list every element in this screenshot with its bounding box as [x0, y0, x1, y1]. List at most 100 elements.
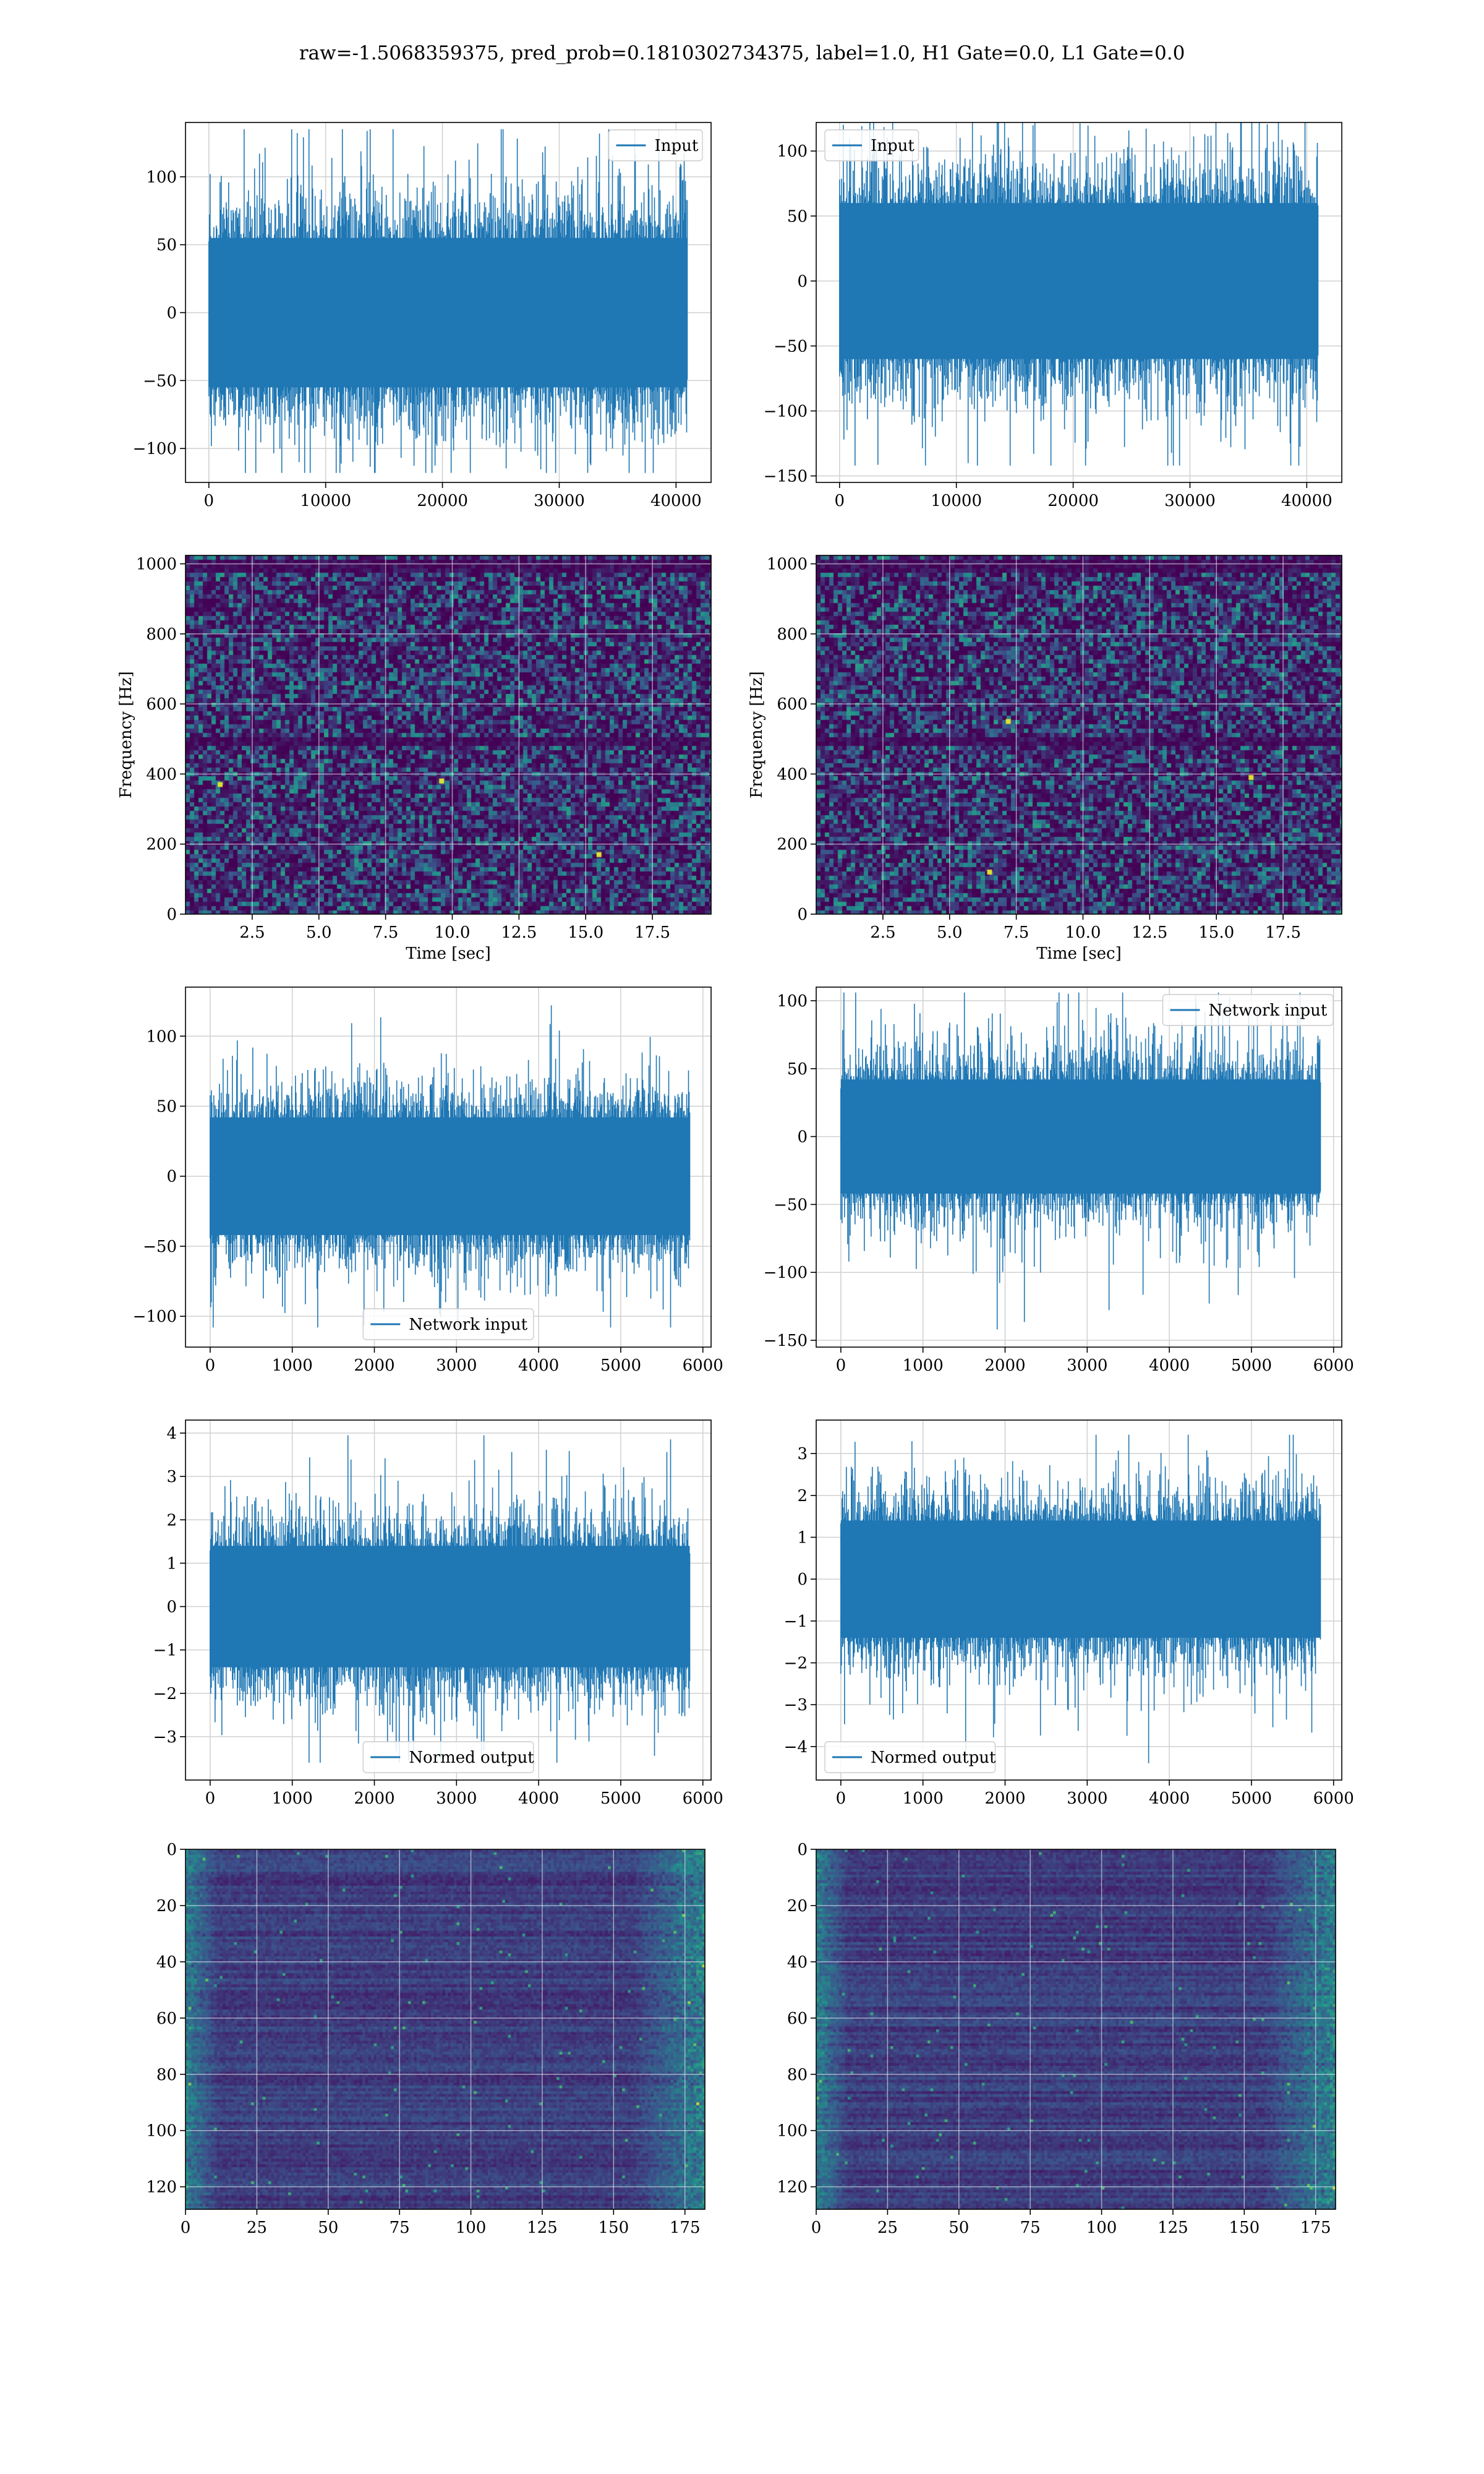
- panel-h1-input: 0 10000 20000 30000 40000 −100 −50 0 50 100 Input: [133, 122, 712, 510]
- y-tick-label: −100: [764, 402, 808, 421]
- axes-frame: [816, 1849, 1336, 2210]
- x-tick-label: 3000: [1067, 1356, 1107, 1375]
- panel-l1-normed-output: 0 1000 2000 3000 4000 5000 6000 −4 −3 −2 −1 0 1 2 3 Nor…: [784, 1419, 1354, 1808]
- legend-frame: [1162, 994, 1334, 1026]
- x-tick-label: 3000: [436, 1789, 477, 1808]
- y-tick-label: 400: [146, 765, 177, 784]
- x-tick-label: 6000: [683, 1356, 723, 1375]
- x-tick-label: 4000: [1149, 1789, 1190, 1808]
- y-tick-label: 0: [166, 905, 177, 924]
- axes-frame: [185, 122, 712, 483]
- x-tick-label: 6000: [683, 1789, 723, 1808]
- x-tick-label: 7.5: [1004, 923, 1029, 942]
- x-tick-label: 150: [1229, 2219, 1260, 2237]
- x-tick-label: 0: [204, 492, 215, 510]
- x-tick-label: 17.5: [1265, 923, 1301, 942]
- x-tick-label: 5.0: [306, 923, 331, 942]
- x-tick-label: 0: [205, 1789, 216, 1808]
- y-tick-label: 50: [156, 236, 177, 255]
- y-tick-label: −100: [133, 1308, 177, 1326]
- x-tick-label: 6000: [1313, 1356, 1354, 1375]
- heatmap-image: [816, 555, 1342, 914]
- x-tick-label: 0: [836, 1356, 846, 1375]
- x-tick-label: 75: [1020, 2219, 1041, 2237]
- x-tick-label: 1000: [903, 1789, 944, 1808]
- x-tick-label: 1000: [272, 1356, 313, 1375]
- x-tick-label: 1000: [903, 1356, 944, 1375]
- y-tick-label: 0: [797, 272, 808, 291]
- y-tick-label: 3: [797, 1445, 808, 1463]
- x-tick-label: 2000: [354, 1789, 394, 1808]
- y-tick-label: 100: [146, 1027, 177, 1046]
- y-tick-label: 3: [166, 1468, 177, 1486]
- x-tick-label: 5.0: [937, 923, 962, 942]
- y-tick-label: −100: [764, 1264, 808, 1282]
- x-tick-label: 4000: [518, 1356, 559, 1375]
- x-tick-label: 15.0: [568, 923, 603, 942]
- series-body: [208, 238, 688, 388]
- y-tick-label: −1: [784, 1612, 808, 1631]
- x-tick-label: 5000: [600, 1356, 641, 1375]
- x-tick-label: 6000: [1313, 1789, 1354, 1808]
- x-tick-label: 3000: [1067, 1789, 1107, 1808]
- y-tick-label: −150: [764, 1332, 808, 1350]
- y-tick-label: 0: [797, 1128, 808, 1147]
- y-tick-label: −2: [153, 1685, 177, 1703]
- axes-frame: [816, 122, 1342, 483]
- panel-l1-feature-map: 0 25 50 75 100 125 150 175 0 20 40 60 80 100 120: [777, 1841, 1336, 2237]
- legend-label: Network input: [1209, 1001, 1328, 1020]
- x-tick-label: 12.5: [1132, 923, 1167, 942]
- y-tick-label: 800: [777, 625, 808, 644]
- series-body: [840, 1079, 1321, 1194]
- x-tick-label: 2.5: [239, 923, 265, 942]
- y-tick-label: −3: [784, 1696, 808, 1714]
- x-tick-label: 1000: [272, 1789, 313, 1808]
- panel-l1-network-input: 0 1000 2000 3000 4000 5000 6000 −150 −100 −50 0 50 1…: [764, 987, 1354, 1375]
- x-tick-label: 50: [949, 2219, 969, 2237]
- x-tick-label: 75: [390, 2219, 410, 2237]
- x-tick-label: 10.0: [1065, 923, 1101, 942]
- x-tick-label: 100: [1086, 2219, 1117, 2237]
- x-axis-label: Time [sec]: [406, 944, 491, 963]
- legend-label: Input: [655, 137, 699, 155]
- x-tick-label: 0: [835, 492, 845, 510]
- y-tick-label: 4: [166, 1424, 177, 1443]
- y-tick-label: 50: [787, 1060, 808, 1079]
- series-body: [840, 1520, 1321, 1638]
- y-tick-label: −50: [774, 337, 808, 356]
- y-tick-label: 1: [797, 1528, 808, 1547]
- y-tick-label: 100: [146, 2122, 177, 2141]
- x-tick-label: 4000: [518, 1789, 559, 1808]
- y-tick-label: 600: [146, 695, 177, 714]
- y-tick-label: −150: [764, 467, 808, 486]
- x-tick-label: 15.0: [1198, 923, 1234, 942]
- y-tick-label: 40: [156, 1953, 177, 1972]
- x-tick-label: 5000: [600, 1789, 641, 1808]
- y-tick-label: 600: [777, 695, 808, 714]
- legend-frame: [824, 1741, 996, 1773]
- x-tick-label: 0: [181, 2219, 191, 2237]
- x-tick-label: 2000: [984, 1356, 1025, 1375]
- y-tick-label: 20: [156, 1897, 177, 1915]
- legend-frame: [608, 129, 703, 161]
- x-tick-label: 2000: [354, 1356, 394, 1375]
- y-tick-label: 0: [797, 905, 808, 924]
- x-tick-label: 30000: [534, 492, 585, 510]
- axes-frame: [185, 555, 712, 915]
- x-tick-label: 17.5: [634, 923, 670, 942]
- y-tick-label: 60: [156, 2010, 177, 2028]
- series-body: [839, 203, 1318, 359]
- legend-frame: [362, 1741, 534, 1773]
- x-tick-label: 25: [247, 2219, 267, 2237]
- y-axis-label: Frequency [Hz]: [117, 671, 135, 798]
- x-tick-label: 20000: [417, 492, 468, 510]
- y-tick-label: 200: [777, 836, 808, 854]
- y-tick-label: 80: [156, 2066, 177, 2084]
- legend: Normed output: [824, 1741, 996, 1773]
- x-tick-label: 12.5: [501, 923, 537, 942]
- y-tick-label: 100: [777, 142, 808, 161]
- y-tick-label: 1000: [767, 555, 808, 574]
- y-tick-label: 100: [777, 992, 808, 1011]
- axes-frame: [185, 1419, 712, 1781]
- x-tick-label: 0: [811, 2219, 822, 2237]
